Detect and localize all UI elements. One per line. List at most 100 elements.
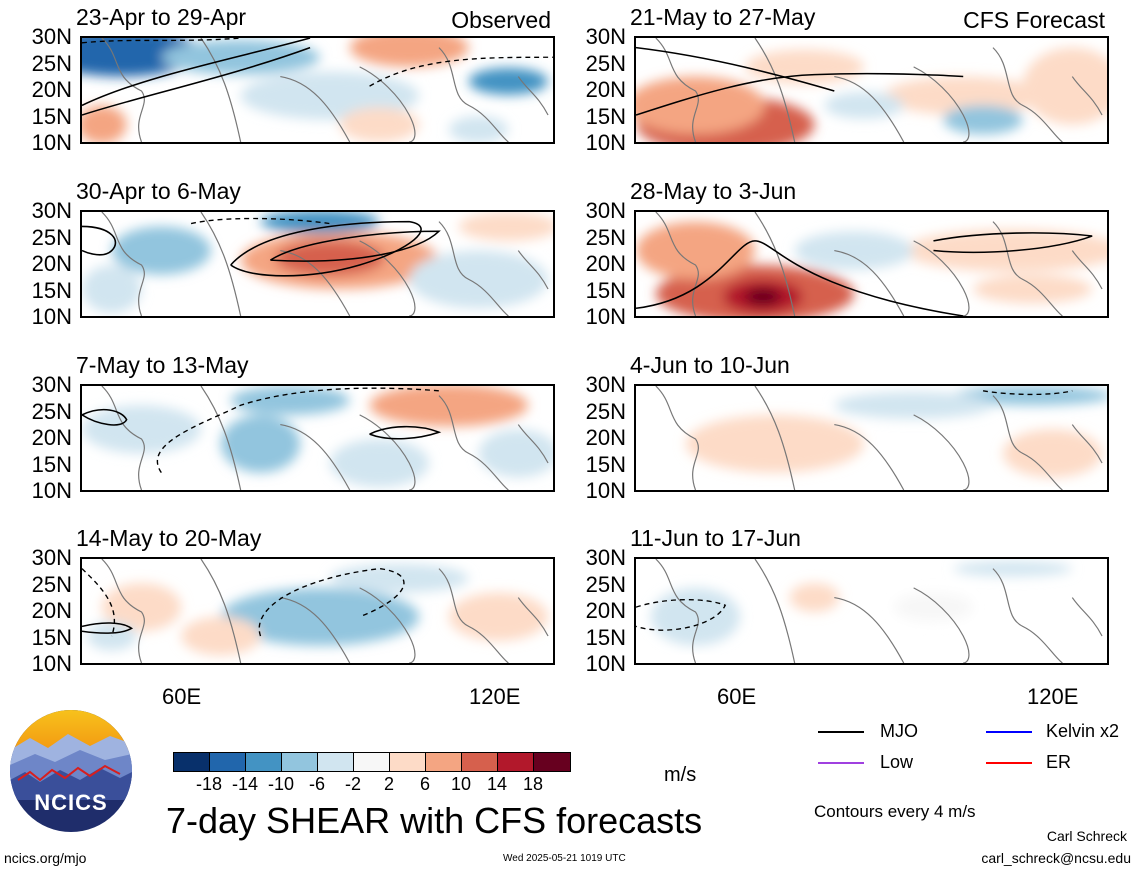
coastline <box>438 568 509 663</box>
panel-title: 30-Apr to 6-May <box>76 178 241 204</box>
colorbar-swatch <box>318 753 354 771</box>
shear-blob <box>650 587 741 646</box>
mjo-contour-negative <box>636 599 727 631</box>
coastline <box>834 596 905 663</box>
coastline <box>280 423 351 490</box>
shear-blob <box>448 116 509 142</box>
coastline <box>655 559 699 663</box>
shear-blob <box>82 105 127 142</box>
coastline <box>517 597 549 637</box>
y-tick-label: 20N <box>31 598 72 623</box>
y-tick-label: 25N <box>31 398 72 424</box>
y-tick-label: 15N <box>585 451 626 477</box>
legend-label-mjo: MJO <box>880 721 918 741</box>
coastline <box>992 47 1063 142</box>
mjo-contour <box>82 46 311 116</box>
shear-blob <box>824 91 904 119</box>
shear-blob <box>636 76 765 135</box>
x-tick-120e-right: 120E <box>1027 684 1079 709</box>
coastline <box>438 221 509 316</box>
y-tick-label: 30N <box>585 545 626 570</box>
shear-field <box>82 386 553 490</box>
mjo-contour <box>369 425 442 440</box>
legend-line-low <box>818 762 864 764</box>
coastline <box>1071 597 1103 637</box>
y-tick-label: 25N <box>585 571 626 597</box>
colorbar-tick-label: -6 <box>308 774 325 794</box>
shear-blob <box>834 391 993 419</box>
footer-url: ncics.org/mjo <box>4 850 87 866</box>
coastline <box>834 75 905 142</box>
y-tick-label: 15N <box>585 103 626 129</box>
y-tick-label: 30N <box>585 198 626 223</box>
shear-blob <box>745 288 781 306</box>
coastline <box>834 423 905 490</box>
shear-blob <box>349 38 469 67</box>
y-tick-label: 30N <box>31 24 72 49</box>
y-tick-label: 25N <box>31 50 72 76</box>
coastline <box>200 212 242 316</box>
coastline <box>1071 76 1103 116</box>
coastline <box>1071 424 1103 464</box>
shear-map-panel <box>80 557 555 665</box>
y-tick-label: 20N <box>585 77 626 102</box>
coastline <box>517 250 549 290</box>
colorbar-tick-label: -14 <box>231 774 258 794</box>
mjo-contour <box>636 240 964 316</box>
coastline <box>754 559 796 663</box>
colorbar-tick-label: -10 <box>267 774 294 794</box>
panel-title: 11-Jun to 17-Jun <box>630 525 801 551</box>
legend-line-er <box>986 762 1032 764</box>
shear-map-panel <box>80 210 555 318</box>
shear-blob <box>893 592 974 622</box>
shear-blob <box>339 107 420 142</box>
shear-blob <box>636 221 755 280</box>
coastline <box>913 414 970 490</box>
coastline <box>913 587 970 663</box>
coastline <box>1071 250 1103 290</box>
colorbar-swatch <box>498 753 534 771</box>
panel-source-label: CFS Forecast <box>963 7 1105 33</box>
colorbar-swatch <box>210 753 246 771</box>
panel-title: 14-May to 20-May <box>76 525 262 551</box>
legend-note: Contours every 4 m/s <box>814 802 976 821</box>
y-tick-label: 20N <box>585 425 626 450</box>
coastline <box>834 249 905 316</box>
shear-field <box>82 559 549 663</box>
colorbar-swatch <box>390 753 426 771</box>
y-tick-label: 25N <box>585 50 626 76</box>
y-tick-label: 20N <box>31 77 72 102</box>
coastline <box>280 596 351 663</box>
shear-field <box>82 212 553 316</box>
mjo-contour-negative <box>258 567 405 637</box>
shear-blob <box>369 386 529 427</box>
coastline <box>101 386 145 490</box>
y-tick-label: 15N <box>31 277 72 303</box>
shear-blob <box>111 226 211 275</box>
y-tick-label: 15N <box>585 277 626 303</box>
mjo-contour <box>933 232 1093 254</box>
shear-blob <box>953 560 1073 577</box>
y-tick-label: 20N <box>31 251 72 276</box>
coastline <box>280 249 351 316</box>
shear-blob <box>1022 47 1107 125</box>
coastline <box>655 38 699 142</box>
panel-source-label: Observed <box>451 7 551 33</box>
mjo-contour <box>636 46 835 92</box>
footer-email: carl_schreck@ncsu.edu <box>981 850 1131 866</box>
coastline <box>754 386 796 490</box>
colorbar-swatch <box>426 753 462 771</box>
coastline <box>101 212 145 316</box>
legend-line-kelvin <box>986 731 1032 733</box>
logo-text: NCICS <box>34 790 108 815</box>
colorbar-swatch <box>174 753 210 771</box>
shear-blob <box>685 414 865 473</box>
y-tick-label: 30N <box>585 372 626 397</box>
footer-timestamp: Wed 2025-05-21 1019 UTC <box>503 853 626 864</box>
mjo-contour <box>269 230 441 262</box>
mjo-contour <box>82 408 128 426</box>
shear-map-panel <box>80 36 555 144</box>
colorbar-tick-label: 2 <box>383 774 394 794</box>
legend-label-er: ER <box>1046 752 1072 772</box>
legend-label-low: Low <box>880 752 914 772</box>
